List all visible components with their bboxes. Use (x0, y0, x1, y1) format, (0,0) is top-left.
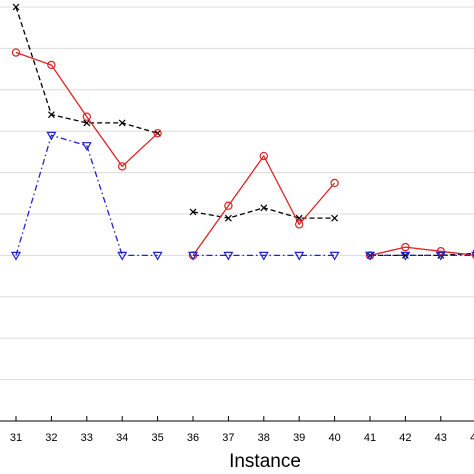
data-point (364, 251, 376, 261)
series-line (15, 134, 158, 257)
data-point (117, 251, 128, 261)
x-tick-label: 37 (222, 432, 234, 444)
data-point (47, 60, 56, 70)
x-tick-label: 31 (10, 432, 22, 444)
x-tick-label: 36 (187, 432, 199, 444)
x-tick-label: 32 (45, 432, 57, 444)
data-point (83, 119, 91, 127)
data-point (472, 251, 474, 259)
series-2 (11, 48, 474, 260)
data-point (224, 201, 233, 210)
data-point (187, 251, 199, 261)
x-axis-ticks: 31 32 33 34 35 36 37 38 39 40 41 42 43 44 (10, 416, 474, 444)
data-point (224, 214, 232, 222)
series-line (192, 207, 335, 219)
data-point (295, 220, 304, 229)
data-point (12, 3, 20, 11)
x-tick-label: 41 (364, 432, 376, 444)
x-tick-label: 34 (116, 432, 128, 444)
x-tick-label: 44 (470, 432, 474, 444)
data-point (258, 251, 269, 261)
x-tick-label: 40 (328, 432, 340, 444)
data-point (260, 204, 268, 212)
data-point (82, 112, 92, 121)
data-point (46, 131, 57, 141)
data-point (331, 214, 339, 222)
x-tick-label: 38 (258, 432, 270, 444)
data-point (329, 251, 340, 261)
series-line (192, 154, 336, 256)
series-3 (10, 131, 474, 261)
data-point (223, 251, 234, 261)
data-point (152, 251, 163, 261)
data-point (11, 48, 21, 57)
x-tick-label: 33 (81, 432, 93, 444)
data-point (401, 251, 409, 259)
data-point (47, 111, 55, 119)
series-line (15, 51, 159, 168)
x-tick-label: 43 (435, 432, 447, 444)
series-group (10, 3, 474, 261)
x-axis-title: Instance (229, 451, 301, 472)
data-point (259, 151, 268, 161)
data-point (118, 119, 126, 127)
series-line (15, 6, 158, 134)
data-point (10, 251, 22, 261)
data-point (153, 129, 162, 138)
data-point (401, 242, 410, 252)
series-line (369, 246, 474, 257)
x-tick-label: 39 (293, 432, 305, 444)
data-point (117, 162, 127, 171)
data-point (294, 251, 305, 261)
grid-lines (0, 6, 474, 381)
data-point (330, 178, 339, 188)
data-point (400, 251, 411, 261)
data-point (435, 251, 446, 261)
x-tick-label: 42 (399, 432, 411, 444)
data-point (189, 208, 197, 216)
x-tick-label: 35 (151, 432, 163, 444)
data-point (81, 142, 92, 151)
